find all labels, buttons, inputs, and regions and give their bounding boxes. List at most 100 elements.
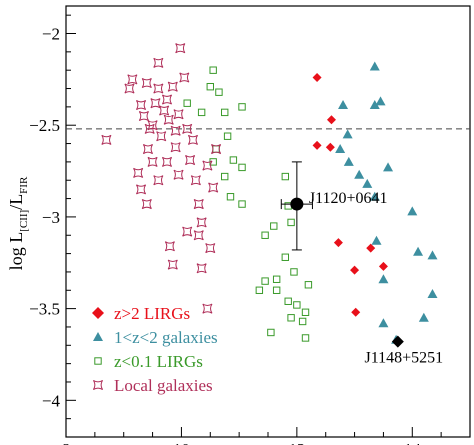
- highlighted-point-label: J1120+0641: [309, 190, 388, 207]
- data-point-local-galaxies: [175, 43, 186, 54]
- data-point-z-0-1-lirgs: [221, 172, 229, 181]
- data-point-z-0-1-lirgs: [284, 297, 292, 305]
- data-point-1-z-2-galaxies: [407, 206, 418, 216]
- data-point-1-z-2-galaxies: [378, 318, 389, 328]
- data-point-z-0-1-lirgs: [298, 317, 307, 326]
- data-point-local-galaxies: [170, 142, 181, 153]
- x-tick-label: 14: [404, 440, 422, 445]
- data-point-1-z-2-galaxies: [378, 274, 389, 284]
- data-point-z-0-1-lirgs: [238, 103, 246, 111]
- legend-label: z>2 LIRGs: [114, 304, 190, 323]
- y-axis-label-subscript: [CII]: [18, 210, 30, 232]
- y-tick-label: −3: [42, 208, 60, 227]
- data-point-local-galaxies: [182, 123, 193, 134]
- data-point-z-2-lirgs: [351, 307, 361, 317]
- data-point-z-0-1-lirgs: [287, 314, 295, 322]
- y-tick-label: −2: [42, 25, 60, 44]
- highlighted-point: [290, 197, 304, 211]
- data-point-z-0-1-lirgs: [238, 163, 246, 172]
- data-point-local-galaxies: [170, 125, 181, 136]
- y-axis-label: log L[CII]/LFIR: [6, 176, 30, 270]
- data-point-local-galaxies: [167, 81, 178, 92]
- data-point-1-z-2-galaxies: [369, 191, 380, 201]
- data-point-z-2-lirgs: [312, 73, 322, 83]
- data-point-z-0-1-lirgs: [261, 231, 269, 239]
- data-point-local-galaxies: [179, 72, 190, 83]
- legend-marker: [92, 307, 104, 319]
- data-point-local-galaxies: [205, 243, 216, 254]
- data-point-local-galaxies: [190, 175, 201, 186]
- data-point-z-0-1-lirgs: [281, 253, 290, 261]
- data-point-z-0-1-lirgs: [301, 308, 310, 316]
- data-point-local-galaxies: [161, 94, 173, 105]
- legend-label: 1<z<2 galaxies: [114, 328, 218, 347]
- data-point-local-galaxies: [193, 199, 204, 210]
- data-point-1-z-2-galaxies: [418, 312, 429, 322]
- data-point-z-2-lirgs: [325, 142, 335, 152]
- data-point-1-z-2-galaxies: [338, 100, 349, 110]
- data-point-local-galaxies: [136, 184, 147, 195]
- data-point-local-galaxies: [144, 123, 155, 134]
- data-point-1-z-2-galaxies: [335, 144, 346, 154]
- x-tick-label: 12: [288, 440, 305, 445]
- data-point-z-0-1-lirgs: [238, 200, 246, 208]
- data-point-z-0-1-lirgs: [290, 268, 298, 276]
- data-point-z-0-1-lirgs: [267, 328, 275, 337]
- data-point-local-galaxies: [193, 230, 204, 241]
- data-point-z-0-1-lirgs: [255, 286, 264, 294]
- data-point-z-0-1-lirgs: [221, 108, 229, 117]
- y-axis-label-subscript: FIR: [18, 176, 30, 194]
- data-point-local-galaxies: [167, 259, 178, 270]
- data-point-1-z-2-galaxies: [427, 250, 438, 260]
- data-point-1-z-2-galaxies: [413, 246, 424, 256]
- data-point-z-0-1-lirgs: [212, 145, 220, 153]
- data-point-local-galaxies: [141, 78, 152, 89]
- data-point-z-0-1-lirgs: [272, 286, 281, 294]
- data-point-local-galaxies: [185, 155, 196, 166]
- data-point-local-galaxies: [127, 74, 138, 85]
- data-point-local-galaxies: [150, 98, 161, 109]
- legend-label: Local galaxies: [114, 376, 213, 395]
- y-tick-label: −3.5: [29, 300, 60, 319]
- data-point-local-galaxies: [124, 83, 135, 94]
- data-point-local-galaxies: [196, 263, 207, 274]
- data-point-1-z-2-galaxies: [354, 169, 365, 179]
- data-point-z-0-1-lirgs: [270, 222, 278, 230]
- data-point-z-2-lirgs: [350, 265, 360, 275]
- data-point-local-galaxies: [196, 217, 207, 228]
- data-point-local-galaxies: [153, 175, 164, 186]
- legend-marker: [92, 379, 104, 391]
- data-point-1-z-2-galaxies: [371, 235, 382, 245]
- data-point-z-0-1-lirgs: [301, 334, 310, 342]
- data-point-z-0-1-lirgs: [206, 82, 214, 91]
- data-point-local-galaxies: [163, 114, 174, 125]
- legend-marker: [94, 357, 102, 365]
- data-point-local-galaxies: [173, 169, 184, 180]
- data-point-local-galaxies: [159, 105, 170, 116]
- data-point-z-0-1-lirgs: [272, 275, 281, 283]
- data-point-z-0-1-lirgs: [226, 193, 235, 201]
- data-point-1-z-2-galaxies: [342, 129, 353, 139]
- data-point-local-galaxies: [133, 167, 144, 178]
- data-point-1-z-2-galaxies: [362, 178, 373, 188]
- data-point-local-galaxies: [161, 156, 173, 167]
- data-point-local-galaxies: [164, 241, 175, 252]
- x-tick-label: 10: [173, 440, 190, 445]
- data-point-local-galaxies: [173, 109, 184, 120]
- data-point-z-0-1-lirgs: [304, 281, 313, 289]
- data-point-local-galaxies: [142, 144, 153, 155]
- data-point-1-z-2-galaxies: [383, 162, 394, 172]
- data-point-z-0-1-lirgs: [293, 301, 301, 309]
- y-tick-label: −2.5: [29, 116, 60, 135]
- data-point-1-z-2-galaxies: [343, 156, 354, 166]
- data-point-local-galaxies: [208, 182, 219, 193]
- data-point-local-galaxies: [202, 303, 213, 314]
- data-point-z-0-1-lirgs: [229, 156, 238, 164]
- legend-marker: [93, 332, 103, 341]
- x-tick-label: 8: [62, 440, 71, 445]
- data-point-local-galaxies: [138, 111, 149, 122]
- data-point-z-0-1-lirgs: [281, 172, 290, 181]
- y-tick-label: −4: [42, 391, 61, 410]
- data-point-z-0-1-lirgs: [287, 218, 295, 227]
